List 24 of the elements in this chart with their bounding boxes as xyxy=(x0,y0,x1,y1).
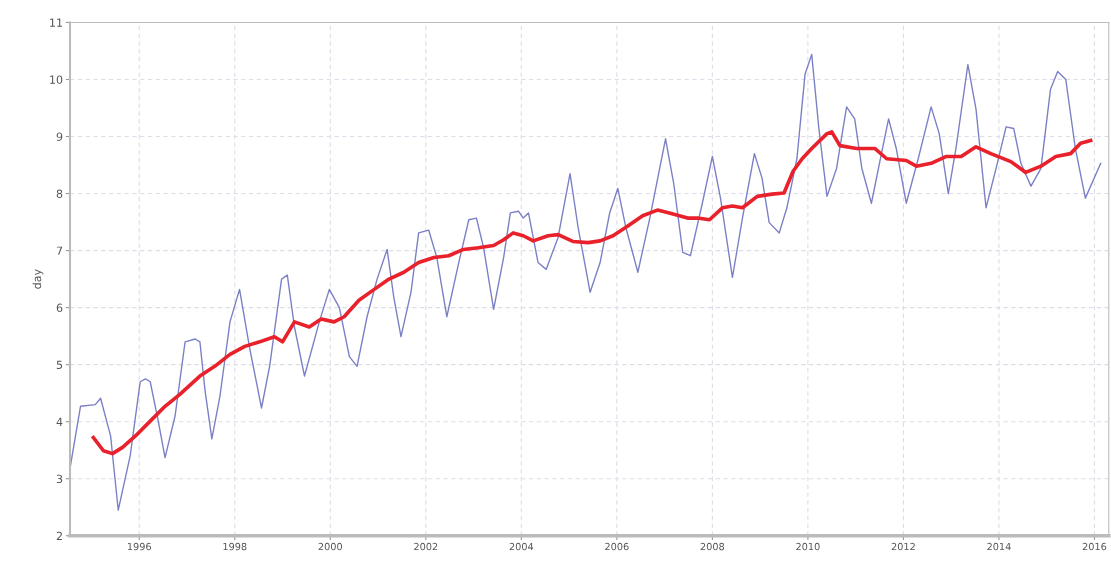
y-tick-label: 9 xyxy=(56,132,63,141)
line-series xyxy=(91,130,1093,456)
y-tick-label: 11 xyxy=(50,18,63,27)
y-tick-label: 5 xyxy=(56,360,63,370)
y-tick-label: 10 xyxy=(50,75,63,84)
y-axis-title: day xyxy=(32,269,44,289)
y-tick-label: 3 xyxy=(56,474,63,484)
y-tick-label: 2 xyxy=(56,531,62,540)
x-tick-label: 1996 xyxy=(127,542,151,551)
y-tick-label: 7 xyxy=(56,246,63,255)
y-tick-label: 6 xyxy=(56,303,63,312)
x-tick-label: 2014 xyxy=(987,542,1011,551)
x-tick-label: 2010 xyxy=(796,542,820,551)
x-tick-label: 2000 xyxy=(318,542,343,551)
x-tick-label: 2002 xyxy=(414,542,438,551)
x-tick-label: 2004 xyxy=(509,542,534,551)
x-tick-label: 2006 xyxy=(605,542,629,551)
line-series xyxy=(69,53,1102,511)
y-tick-label: 4 xyxy=(56,417,63,426)
y-tick-label: 8 xyxy=(56,189,63,198)
x-tick-label: 1998 xyxy=(223,542,247,551)
x-tick-label: 2012 xyxy=(891,542,915,551)
x-tick-label: 2008 xyxy=(700,542,725,551)
x-tick-label: 2016 xyxy=(1082,542,1107,551)
